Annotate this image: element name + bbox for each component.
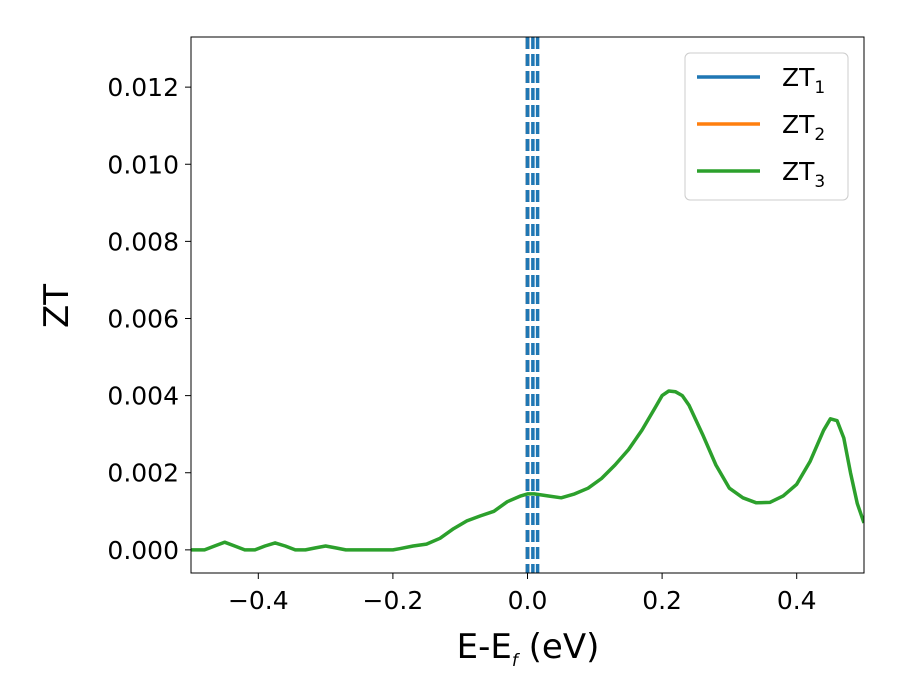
y-tick-label: 0.012 [107,73,179,102]
x-tick-label: 0.2 [642,586,682,615]
series-line-zt3 [191,389,864,552]
x-tick-label: −0.2 [363,586,424,615]
y-axis: 0.000 0.002 0.004 0.006 0.008 0.010 0.012 [107,73,191,565]
y-tick-label: 0.010 [107,150,179,179]
x-axis-label: E-Ef (eV) [457,627,600,671]
x-axis-label-subscript: f [512,651,521,671]
plot-area [190,36,865,574]
series-layer [191,37,864,573]
x-tick-label: 0.4 [777,586,817,615]
x-axis: −0.4 −0.2 0.0 0.2 0.4 [228,573,817,615]
legend: ZT1 ZT2 ZT3 [684,52,849,201]
y-axis-label: ZT [37,284,77,328]
y-tick-label: 0.008 [107,227,179,256]
legend-label-zt1: ZT1 [782,63,825,98]
y-tick-label: 0.006 [107,304,179,333]
y-tick-label: 0.004 [107,382,179,411]
y-tick-label: 0.002 [107,459,179,488]
y-tick-label: 0.000 [107,536,179,565]
x-tick-label: −0.4 [228,586,289,615]
x-axis-label-main: E-E [457,627,512,667]
legend-label-zt2: ZT2 [782,110,825,145]
x-axis-label-unit: (eV) [518,627,600,667]
legend-box [684,52,849,201]
x-tick-label: 0.0 [508,586,548,615]
legend-label-zt3: ZT3 [782,157,825,192]
